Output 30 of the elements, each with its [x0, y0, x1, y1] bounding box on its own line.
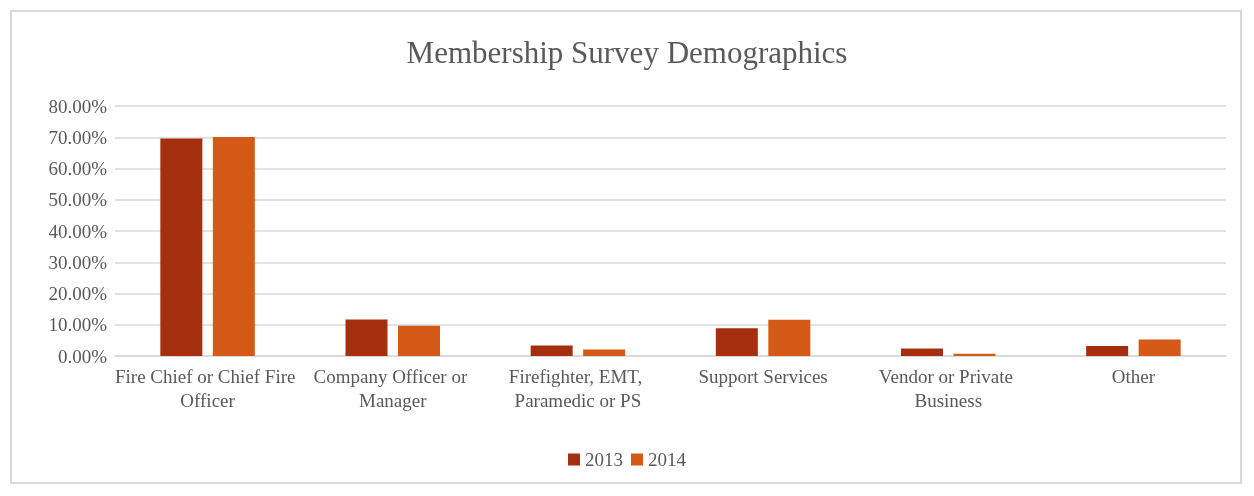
bar [160, 138, 203, 356]
bar [953, 353, 996, 356]
y-tick-label: 60.00% [48, 158, 108, 179]
y-tick-label: 20.00% [48, 283, 108, 304]
chart-title: Membership Survey Demographics [406, 35, 848, 70]
bar [398, 325, 440, 356]
y-tick-label: 80.00% [48, 95, 108, 117]
bar [212, 136, 255, 356]
bar [345, 319, 388, 356]
x-tick-label: Fire Chief or Chief Fire Officer [114, 365, 301, 411]
x-tick-label: Support Services [698, 365, 828, 387]
y-tick-label: 40.00% [48, 220, 108, 242]
x-tick-label: Other [1111, 365, 1156, 387]
x-tick-label: Firefighter, EMT, Paramedic or PS [508, 365, 648, 411]
bar [530, 345, 573, 356]
legend-label: 2014 [648, 449, 687, 470]
legend-label: 2013 [585, 449, 623, 470]
y-tick-label: 70.00% [48, 126, 108, 148]
y-tick-label: 10.00% [48, 314, 108, 336]
bar [1138, 339, 1181, 356]
x-tick-label: Vendor or Private Business [878, 365, 1018, 411]
x-tick-label: Company Officer or Manager [313, 365, 472, 411]
y-tick-label: 30.00% [48, 251, 108, 273]
bar [583, 349, 626, 356]
bar [901, 348, 943, 356]
bar [1086, 346, 1129, 356]
y-tick-label: 50.00% [48, 189, 108, 211]
bar [715, 328, 758, 356]
y-tick-label: 0.00% [57, 345, 108, 367]
bar [768, 319, 811, 356]
